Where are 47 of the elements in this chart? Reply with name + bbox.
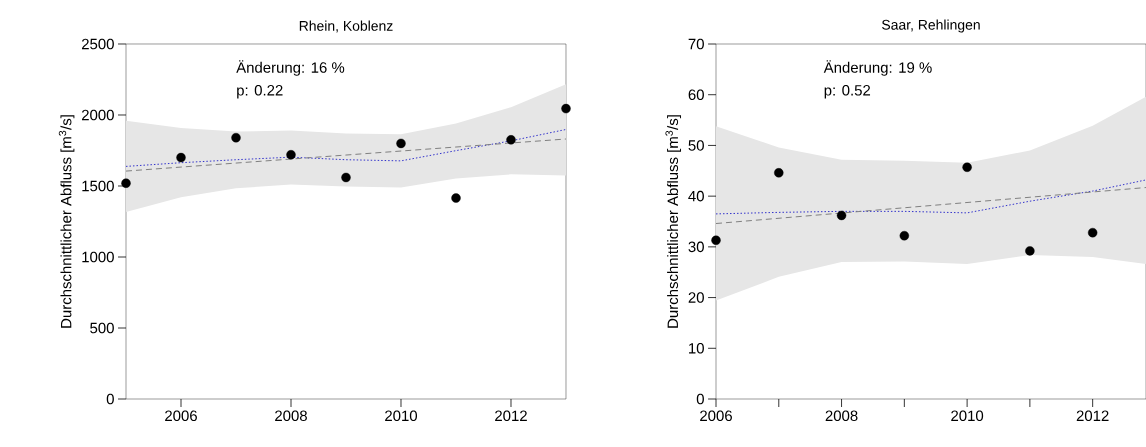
y-tick-label: 0: [106, 393, 114, 405]
y-tick-label: 0: [696, 393, 704, 405]
x-tick-label: 2010: [385, 410, 418, 422]
annotation: p: 0.22: [237, 85, 283, 99]
y-tick-label: 60: [688, 89, 704, 100]
point: [451, 193, 461, 203]
x-tick-label: 2008: [825, 410, 858, 422]
point: [836, 210, 847, 221]
chart-title: Rhein, Koblenz: [299, 20, 393, 33]
y-tick-label: 500: [90, 322, 114, 334]
y-axis-title: Durchschnittlicher Abfluss [m$^{3}$/s]: [665, 115, 682, 328]
point: [506, 135, 516, 145]
y-tick-label: 40: [688, 190, 704, 202]
point: [176, 152, 186, 163]
y-axis-title: Durchschnittlicher Abfluss [m$^{3}$/s]: [58, 115, 75, 328]
x-tick-label: 2012: [495, 410, 527, 422]
y-tick-label: 70: [688, 38, 704, 50]
annotation: p: 0.52: [824, 85, 871, 99]
y-tick-label: 1500: [82, 180, 114, 192]
y-tick-label: 10: [689, 342, 704, 354]
y-tick-label: 20: [688, 292, 704, 303]
x-tick-label: 2006: [700, 410, 732, 422]
point: [231, 133, 241, 143]
y-tick-label: 30: [688, 241, 704, 253]
line-series: [125, 128, 567, 167]
point: [1087, 227, 1098, 238]
x-tick-label: 2012: [1076, 410, 1109, 422]
point: [899, 231, 910, 241]
point: [121, 178, 131, 188]
point: [396, 138, 406, 149]
annotation: Änderung: 16 %: [236, 60, 345, 76]
x-tick-label: 2006: [165, 410, 197, 422]
y-tick-label: 2500: [81, 38, 114, 50]
annotation: Änderung: 19 %: [823, 60, 932, 76]
y-tick-label: 2000: [81, 109, 114, 121]
point: [774, 168, 784, 178]
y-tick-label: 50: [688, 140, 704, 151]
chart-title: Saar, Rehlingen: [882, 19, 980, 33]
x-tick-label: 2008: [275, 410, 307, 422]
point: [341, 172, 351, 183]
point: [561, 103, 571, 114]
point: [286, 150, 296, 160]
point: [1025, 246, 1035, 256]
y-tick-label: 1000: [82, 251, 114, 263]
x-tick-label: 2010: [951, 410, 984, 422]
point: [711, 235, 721, 245]
point: [962, 162, 972, 172]
